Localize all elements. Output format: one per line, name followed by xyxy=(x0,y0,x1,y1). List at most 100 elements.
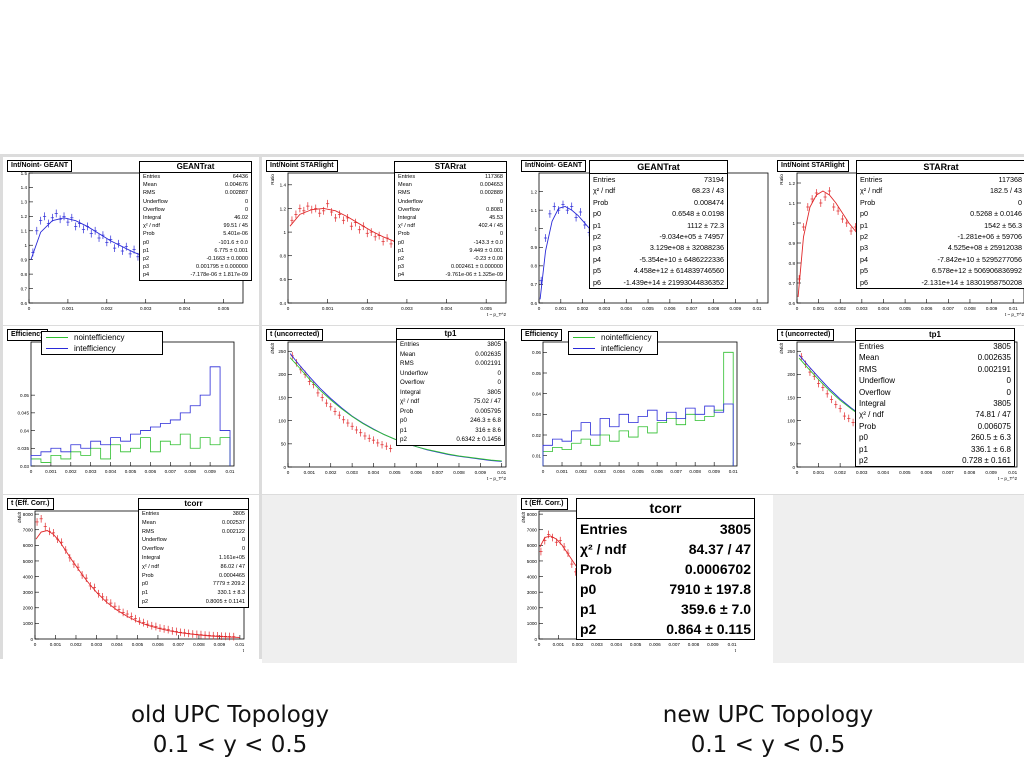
stats-value: 3805 xyxy=(719,521,751,537)
x-tick-label: 0.001 xyxy=(304,470,316,475)
y-tick-label: 0.06 xyxy=(532,350,541,355)
stats-row: Entries 3805 xyxy=(577,519,754,539)
stats-key: Entries xyxy=(143,174,161,180)
data-point xyxy=(806,203,810,211)
data-point xyxy=(801,223,806,231)
stats-row: p3 4.525e+08 ± 25912038 xyxy=(857,242,1024,253)
y-tick-label: 0.8 xyxy=(280,254,287,259)
x-tick-label: 0.005 xyxy=(632,469,644,474)
caption-new-range: 0.1 < y < 0.5 xyxy=(690,732,846,758)
stats-key: Underflow xyxy=(142,537,167,544)
stats-value: 0 xyxy=(241,537,245,544)
stats-value: 0 xyxy=(1018,197,1022,207)
stats-key: p4 xyxy=(143,272,150,279)
y-tick-label: 1.1 xyxy=(789,201,796,206)
y-tick-label: 0.04 xyxy=(532,391,541,396)
y-tick-label: 0.035 xyxy=(18,446,30,451)
stats-title: tp1 xyxy=(397,329,504,340)
stats-row: Mean 0.004653 xyxy=(395,181,506,189)
stats-row: Entries 3805 xyxy=(856,341,1014,352)
stats-key: Mean xyxy=(398,182,412,189)
plot-panel-t-uncorrected-old: 0 50 100 150 200 250 0 0.001 0.002 0.003 0.004 0.00… xyxy=(262,326,518,494)
stats-key: Mean xyxy=(142,519,156,526)
stats-row: p1 359.6 ± 7.0 xyxy=(577,599,754,619)
stats-value: -5.354e+10 ± 6486222336 xyxy=(639,254,724,264)
data-point xyxy=(329,403,333,411)
stats-value: -9.034e+05 ± 74957 xyxy=(659,232,725,242)
x-tick-label: 0.006 xyxy=(410,470,422,475)
stats-key: p0 xyxy=(859,433,868,443)
x-tick-label: 0.01 xyxy=(235,642,244,647)
stats-value: 316 ± 8.6 xyxy=(475,426,501,434)
stats-row: Mean 0.002537 xyxy=(139,519,248,528)
data-point xyxy=(371,436,376,444)
stats-row: Entries 117368 xyxy=(857,174,1024,185)
stats-value: 0 xyxy=(1006,376,1011,386)
stats-key: p1 xyxy=(859,444,868,454)
y-tick-label: 5000 xyxy=(527,559,538,564)
data-point xyxy=(369,228,373,236)
stats-row: p5 4.458e+12 ± 614839746560 xyxy=(590,265,727,276)
stats-value: 46.02 xyxy=(234,215,248,222)
stats-row: Integral 46.02 xyxy=(140,214,251,222)
y-tick-label: 1.1 xyxy=(531,208,538,213)
data-point xyxy=(154,622,158,631)
y-tick-label: 1.2 xyxy=(789,181,796,186)
stats-row: p0 -143.3 ± 0.0 xyxy=(395,239,506,247)
stats-value: 402.4 / 45 xyxy=(478,223,503,230)
data-point xyxy=(35,226,39,235)
plot-panel-geant-new: 0.6 0.7 0.8 0.9 1 1.1 1.2 0 0.001 0.002 0.003 0.004… xyxy=(517,157,773,325)
y-tick-label: 0 xyxy=(792,465,795,470)
data-point xyxy=(365,229,369,238)
stats-key: p1 xyxy=(143,247,150,254)
data-point xyxy=(81,225,86,234)
stats-row: p2 -0.1663 ± 0.0000 xyxy=(140,255,251,263)
y-tick-label: 0.01 xyxy=(532,453,541,458)
plot-title: t (Eff. Corr.) xyxy=(521,498,568,510)
x-tick-label: 0 xyxy=(30,469,33,474)
stats-value: 0 xyxy=(499,198,503,205)
data-point xyxy=(367,434,371,443)
stats-value: 64436 xyxy=(232,174,248,180)
stats-row: RMS 0.002191 xyxy=(856,364,1014,375)
stats-row: Prob 0 xyxy=(395,230,506,238)
stats-row: p0 246.3 ± 6.8 xyxy=(397,416,504,426)
data-point xyxy=(326,199,330,208)
x-tick-label: 0.003 xyxy=(856,470,868,475)
stats-value: 3805 xyxy=(993,342,1011,351)
stats-value: 246.3 ± 6.8 xyxy=(470,417,501,424)
data-point xyxy=(141,618,146,627)
x-tick-label: 0.009 xyxy=(204,469,216,474)
x-tick-label: 0.005 xyxy=(218,306,230,311)
y-tick-label: 0.05 xyxy=(20,393,29,398)
plot-title: t (uncorrected) xyxy=(777,329,835,341)
stats-key: Prob xyxy=(142,572,154,579)
plot-panel-efficiency-new: 0.01 0.02 0.03 0.04 0.05 0.06 0 0.001 0.002 0.003… xyxy=(517,326,773,494)
stats-row: p0 7910 ± 197.8 xyxy=(577,579,754,599)
x-tick-label: 0.002 xyxy=(362,306,374,311)
stats-box: tp1 Entries 3805 Mean 0.002635 RMS 0.002191 Und… xyxy=(855,328,1015,468)
y-tick-label: 1 xyxy=(283,230,286,235)
data-point xyxy=(120,247,124,255)
data-point xyxy=(137,617,142,625)
y-tick-label: 1 xyxy=(792,221,795,226)
stats-row: p2 0.864 ± 0.115 xyxy=(577,619,754,639)
y-tick-label: 7000 xyxy=(23,528,34,533)
x-tick-label: 0.008 xyxy=(193,642,205,647)
x-tick-label: 0.007 xyxy=(165,469,177,474)
data-point xyxy=(836,207,840,215)
stats-value: 1.161e+05 xyxy=(218,554,245,561)
data-point xyxy=(146,620,150,629)
stats-value: 0.008474 xyxy=(694,197,724,207)
stats-value: 99.51 / 45 xyxy=(223,223,248,230)
data-point xyxy=(847,414,851,423)
x-tick-label: 0.002 xyxy=(834,470,846,475)
stats-row: Entries 3805 xyxy=(139,510,248,519)
stats-row: p0 -101.6 ± 0.0 xyxy=(140,239,251,247)
x-tick-label: 0.004 xyxy=(105,469,117,474)
stats-key: Underflow xyxy=(400,369,428,377)
x-tick-label: 0.005 xyxy=(642,306,654,311)
y-tick-label: 5000 xyxy=(23,559,34,564)
stats-title: STARrat xyxy=(857,161,1024,174)
legend-item: intefficiency xyxy=(42,343,162,354)
